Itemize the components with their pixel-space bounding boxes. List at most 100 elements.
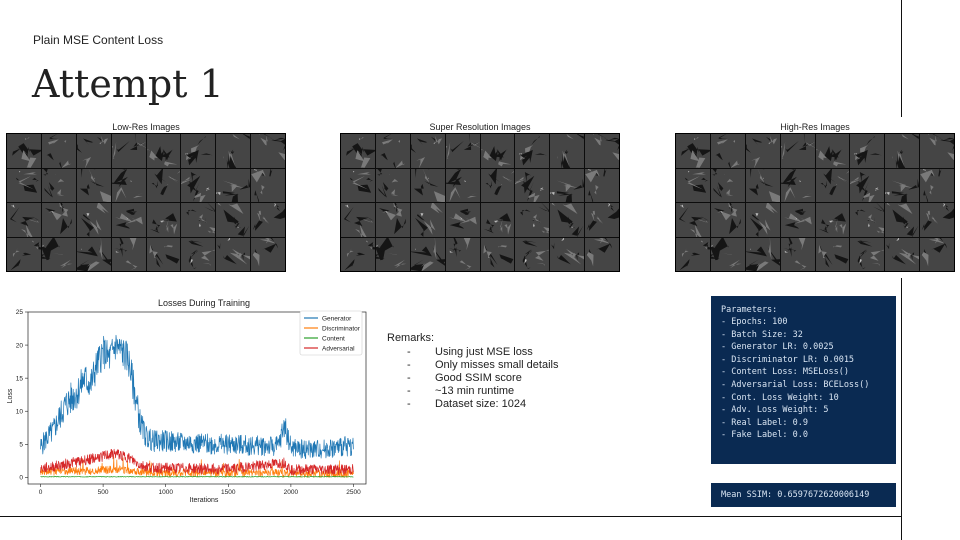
parameter-line: - Generator LR: 0.0025 (721, 342, 834, 353)
image-tile (515, 237, 550, 271)
image-tile (920, 168, 954, 202)
adversarial-loss-line (40, 448, 354, 476)
parameter-line: - Fake Label: 0.0 (721, 430, 808, 441)
x-tick-label: 1000 (158, 489, 173, 496)
remark-item: Using just MSE loss (387, 346, 558, 359)
image-tile (445, 237, 480, 271)
x-tick-label: 2500 (346, 489, 361, 496)
image-tile (410, 168, 445, 202)
lowres-panel-title: Low-Res Images (112, 122, 180, 132)
image-tile (745, 168, 780, 202)
highres-panel-title: High-Res Images (780, 122, 850, 132)
image-tile (710, 237, 745, 271)
image-tile (676, 237, 710, 271)
legend-label-discriminator: Discriminator (322, 326, 361, 333)
image-tile (41, 237, 76, 271)
chart-legend: Generator Discriminator Content Adversar… (299, 310, 363, 356)
image-tile (445, 168, 480, 202)
image-tile (375, 134, 410, 168)
image-tile (41, 168, 76, 202)
parameter-line: - Adv. Loss Weight: 5 (721, 405, 829, 416)
image-tile (181, 168, 216, 202)
image-tile (745, 237, 780, 271)
image-tile (7, 168, 41, 202)
image-tile (41, 203, 76, 237)
superres-panel-title: Super Resolution Images (429, 122, 531, 132)
image-tile (676, 168, 710, 202)
slide-title: Attempt 1 (32, 62, 224, 106)
image-tile (920, 237, 954, 271)
image-tile (920, 134, 954, 168)
image-tile (885, 237, 920, 271)
parameter-line: - Discriminator LR: 0.0015 (721, 354, 855, 365)
y-tick-label: 5 (19, 442, 23, 449)
chart-title: Losses During Training (158, 298, 250, 308)
image-tile (341, 168, 375, 202)
image-tile (550, 237, 585, 271)
remarks-list: Using just MSE loss Only misses small de… (387, 346, 558, 411)
image-tile (815, 134, 850, 168)
x-axis-label: Iterations (190, 497, 219, 504)
image-tile (76, 237, 111, 271)
x-tick-label: 0 (39, 489, 43, 496)
image-tile (815, 168, 850, 202)
parameter-line: - Adversarial Loss: BCELoss() (721, 379, 870, 390)
remark-item: Dataset size: 1024 (387, 398, 558, 411)
image-tile (7, 203, 41, 237)
image-tile (780, 237, 815, 271)
image-tile (146, 134, 181, 168)
remarks-block: Remarks: Using just MSE loss Only misses… (387, 332, 558, 411)
vertical-divider-lower (901, 278, 902, 540)
image-tile (885, 134, 920, 168)
image-tile (76, 134, 111, 168)
parameter-line: - Content Loss: MSELoss() (721, 367, 849, 378)
content-loss-line (40, 476, 354, 478)
image-tile (181, 134, 216, 168)
parameter-line: - Epochs: 100 (721, 317, 788, 327)
image-tile (216, 237, 251, 271)
losses-chart: Losses During Training 0 500 1000 1500 2000 2… (7, 298, 367, 504)
image-tile (375, 203, 410, 237)
y-tick-label: 0 (19, 475, 23, 482)
image-tile (251, 134, 285, 168)
image-tile (676, 134, 710, 168)
image-tile (181, 203, 216, 237)
image-tile (710, 203, 745, 237)
y-axis-label: Loss (7, 388, 14, 403)
image-tile (216, 203, 251, 237)
image-tile (850, 203, 885, 237)
image-tile (585, 134, 619, 168)
image-tile (480, 203, 515, 237)
x-tick-label: 1500 (221, 489, 236, 496)
image-tile (780, 134, 815, 168)
image-tile (585, 237, 619, 271)
image-tile (780, 203, 815, 237)
image-tile (550, 203, 585, 237)
image-tile (216, 168, 251, 202)
parameters-title: Parameters: (721, 305, 778, 315)
image-tile (251, 237, 285, 271)
discriminator-loss-line (40, 456, 354, 478)
image-tile (480, 168, 515, 202)
image-tile (341, 203, 375, 237)
image-tile (375, 237, 410, 271)
image-tile (850, 237, 885, 271)
legend-label-adversarial: Adversarial (322, 346, 355, 353)
image-tile (410, 134, 445, 168)
generator-loss-line (40, 334, 354, 459)
superres-image-grid (340, 133, 620, 272)
image-tile (585, 168, 619, 202)
image-tile (850, 168, 885, 202)
image-tile (410, 237, 445, 271)
image-tile (710, 168, 745, 202)
image-tile (410, 203, 445, 237)
image-tile (111, 168, 146, 202)
image-tile (111, 237, 146, 271)
image-tile (146, 168, 181, 202)
image-tile (550, 134, 585, 168)
image-tile (146, 203, 181, 237)
lowres-panel: Low-Res Images (6, 122, 286, 272)
image-tile (745, 203, 780, 237)
image-tile (76, 203, 111, 237)
image-tile (251, 203, 285, 237)
